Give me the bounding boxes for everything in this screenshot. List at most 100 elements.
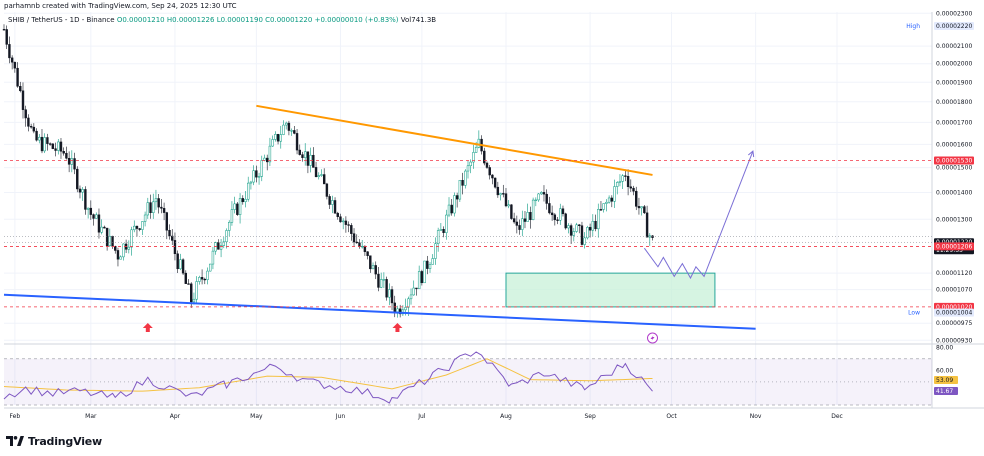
candle-body bbox=[488, 167, 491, 176]
candle-body bbox=[312, 154, 315, 168]
candle-body bbox=[230, 209, 234, 223]
candle-body bbox=[404, 307, 407, 311]
candle-body bbox=[249, 181, 253, 184]
candle-body bbox=[550, 212, 554, 216]
candle-body bbox=[599, 209, 603, 211]
time-axis-tick: Aug bbox=[500, 413, 512, 420]
candle-body bbox=[453, 195, 456, 214]
candle-body bbox=[173, 240, 177, 255]
candle-body bbox=[43, 137, 46, 152]
candle-body bbox=[287, 122, 291, 131]
candle-body bbox=[279, 134, 282, 142]
candle-body bbox=[236, 203, 239, 215]
candle-body bbox=[374, 265, 377, 275]
tradingview-brand[interactable]: TradingView bbox=[6, 433, 102, 449]
candle-body bbox=[640, 206, 643, 209]
candle-body bbox=[363, 245, 367, 252]
candle-body bbox=[431, 258, 434, 265]
price-axis-tick: 0.00001600 bbox=[936, 141, 972, 148]
candle-body bbox=[86, 207, 90, 210]
price-badge-label: 0.00001206 bbox=[936, 243, 972, 250]
candle-body bbox=[257, 176, 261, 178]
candle-body bbox=[260, 160, 263, 177]
candle-body bbox=[192, 298, 196, 303]
price-axis-tick: 0.00001120 bbox=[936, 270, 972, 277]
candle-body bbox=[19, 86, 22, 92]
candle-body bbox=[54, 148, 57, 151]
candle-body bbox=[59, 141, 63, 152]
candle-body bbox=[70, 158, 74, 165]
time-axis-tick: Sep bbox=[584, 413, 596, 420]
time-axis-tick: Apr bbox=[170, 413, 181, 420]
candle-body bbox=[203, 278, 206, 281]
candle-body bbox=[27, 117, 30, 127]
candle-body bbox=[214, 242, 217, 252]
candle-body bbox=[518, 225, 521, 230]
time-axis-tick: May bbox=[250, 413, 263, 420]
candle-body bbox=[621, 175, 624, 182]
candle-body bbox=[390, 289, 394, 304]
candle-body bbox=[195, 281, 198, 300]
price-badge-label: 0.00002220 bbox=[936, 23, 972, 30]
candle-body bbox=[586, 227, 589, 239]
candle-body bbox=[222, 241, 225, 246]
candle-body bbox=[382, 279, 386, 281]
candle-body bbox=[282, 124, 285, 135]
price-axis-tick: 0.00001400 bbox=[936, 190, 972, 197]
candle-body bbox=[293, 130, 296, 134]
candle-body bbox=[57, 141, 60, 151]
time-axis-tick: Mar bbox=[85, 413, 97, 420]
price-axis-tick: 0.00000975 bbox=[936, 320, 972, 327]
candle-body bbox=[263, 157, 266, 161]
candle-body bbox=[130, 229, 133, 248]
candle-body bbox=[176, 253, 179, 270]
candle-body bbox=[415, 287, 418, 290]
candle-body bbox=[439, 229, 443, 231]
price-axis-tick: 0.00001070 bbox=[936, 287, 972, 294]
candle-body bbox=[154, 198, 158, 203]
rsi-axis-tick: 60.00 bbox=[936, 367, 953, 374]
chart-credit: parhamnb created with TradingView.com, S… bbox=[4, 2, 237, 10]
candle-body bbox=[588, 227, 592, 231]
candle-body bbox=[171, 235, 174, 241]
candle-body bbox=[328, 196, 331, 205]
candle-body bbox=[100, 226, 103, 233]
ohlc-low: L0.00001190 bbox=[216, 16, 263, 24]
candle-body bbox=[531, 199, 535, 220]
candle-body bbox=[469, 161, 472, 167]
candles bbox=[2, 24, 654, 318]
candle-body bbox=[534, 199, 538, 201]
candle-body bbox=[523, 218, 527, 222]
candle-body bbox=[89, 207, 93, 215]
candle-body bbox=[626, 175, 630, 188]
candle-body bbox=[105, 227, 109, 246]
candle-body bbox=[651, 235, 654, 238]
candle-body bbox=[610, 197, 614, 202]
candle-body bbox=[521, 218, 524, 230]
candle-body bbox=[244, 198, 247, 203]
candle-body bbox=[274, 134, 277, 140]
candle-body bbox=[331, 200, 334, 205]
time-axis-tick: Nov bbox=[750, 413, 762, 420]
price-axis-tick: 0.00002000 bbox=[936, 61, 972, 68]
candle-body bbox=[62, 151, 65, 154]
candle-body bbox=[255, 170, 258, 178]
candle-body bbox=[24, 109, 27, 119]
price-badge bbox=[934, 308, 974, 317]
price-level-tag: High bbox=[906, 23, 920, 30]
symbol-legend[interactable]: SHIB / TetherUS - 1D - Binance O0.000012… bbox=[8, 15, 436, 25]
candle-body bbox=[447, 204, 451, 216]
candle-body bbox=[377, 273, 380, 288]
candle-body bbox=[81, 189, 84, 193]
candle-body bbox=[73, 158, 76, 170]
candle-body bbox=[542, 192, 546, 195]
candle-body bbox=[445, 214, 448, 233]
event-flash-glyph bbox=[650, 335, 655, 341]
candle-body bbox=[629, 186, 633, 189]
candle-body bbox=[559, 208, 562, 221]
candle-body bbox=[423, 260, 426, 284]
candle-body bbox=[76, 168, 79, 190]
candle-body bbox=[515, 221, 519, 226]
candle-body bbox=[306, 151, 310, 166]
